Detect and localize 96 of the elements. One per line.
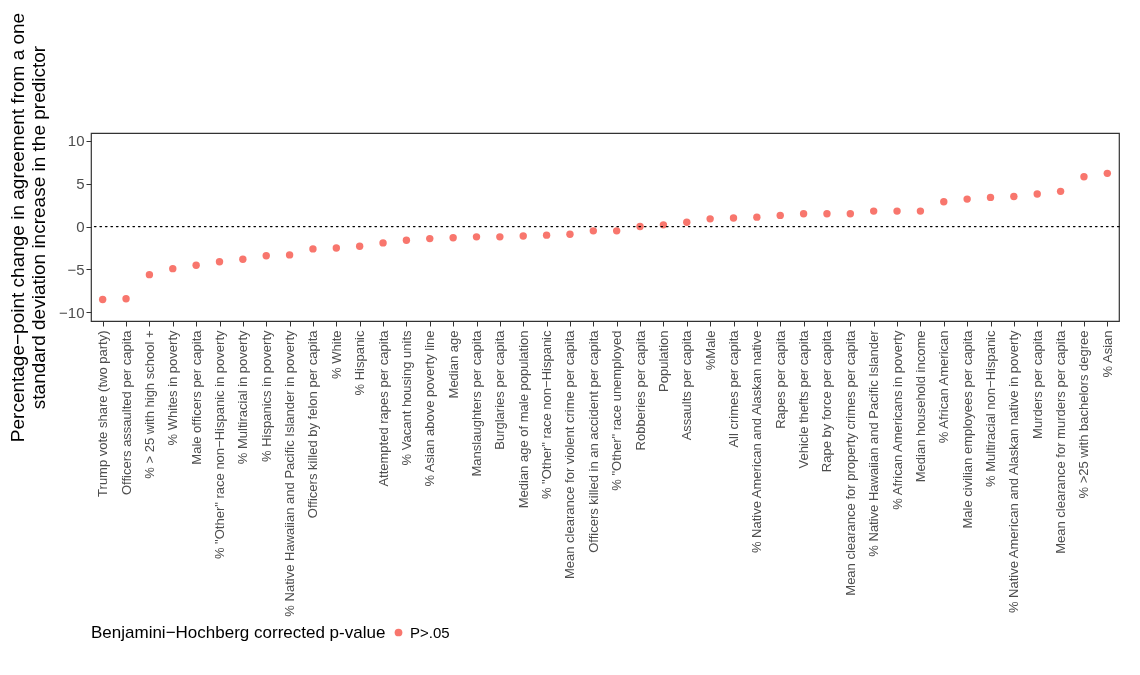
x-tick-label: Median age of male population — [515, 330, 531, 509]
point — [145, 270, 154, 279]
point — [309, 245, 317, 253]
x-tick-label: % Asian — [1099, 330, 1115, 378]
point — [589, 227, 598, 235]
point — [472, 233, 481, 241]
point — [1056, 187, 1065, 196]
x-tick-label: Burglaries per capita — [492, 329, 508, 450]
x-tick-label: % "Other" race non−Hispanic in poverty — [212, 330, 227, 560]
x-tick-label: % "Other" race unemployed — [609, 330, 625, 491]
point — [799, 209, 808, 218]
y-tick-label: −10 — [59, 303, 85, 321]
x-tick-label: Robberies per capita — [632, 329, 648, 451]
x-tick-label: Officers assaulted per capita — [118, 329, 134, 496]
x-tick-label: Manslaughters per capita — [469, 329, 484, 477]
x-tick-label: Trump vote share (two party) — [95, 330, 111, 497]
point — [893, 207, 901, 215]
x-tick-label: % African Americans in poverty — [889, 330, 905, 510]
x-tick-label: All crimes per capita — [726, 329, 741, 448]
point — [426, 234, 434, 243]
x-tick-label: % Hispanics in poverty — [258, 330, 274, 462]
x-tick-label: Rapes per capita — [772, 329, 788, 429]
point — [1033, 190, 1041, 198]
x-tick-label: % Native American and Alaskan native in poverty — [1006, 330, 1022, 614]
x-tick-label: % Whites in poverty — [165, 330, 181, 446]
point — [449, 234, 457, 242]
x-tick-label: % Hispanic — [352, 330, 368, 396]
y-axis-title: Percentage−point change in agreement from a one standard deviation increase in the predictor — [7, 12, 50, 443]
point — [636, 222, 644, 231]
point — [612, 227, 621, 235]
point — [1010, 192, 1018, 201]
point — [122, 294, 130, 303]
x-tick-label: % African American — [936, 330, 952, 444]
x-tick-label: Mean clearance for violent crime per capita — [562, 329, 578, 580]
point — [169, 264, 177, 273]
x-tick-label: Male officers per capita — [188, 329, 204, 465]
point — [496, 233, 504, 241]
x-tick-label: Officers killed in an accident per capita — [585, 329, 601, 553]
x-tick-label: Rape by force per capita — [819, 329, 835, 473]
x-tick-label: % Multiracial in poverty — [235, 330, 251, 465]
point — [659, 221, 668, 229]
point — [215, 258, 224, 266]
x-tick-label: % Multiracial non−Hispanic — [983, 330, 998, 487]
point — [846, 209, 855, 218]
point — [823, 209, 831, 218]
point — [519, 232, 527, 240]
y-tick-label: 10 — [67, 132, 85, 150]
legend-label: P>.05 — [410, 623, 450, 641]
y-tick-label: −5 — [67, 260, 85, 278]
point — [986, 193, 995, 202]
x-tick-label: % White — [328, 330, 344, 379]
point — [1103, 169, 1112, 178]
x-tick-label: Median age — [445, 330, 461, 399]
x-tick-label: Attempted rapes per capita — [375, 329, 391, 487]
x-tick-label: Murders per capita — [1029, 329, 1045, 439]
x-tick-label: % > 25 with high school + — [141, 330, 157, 479]
point — [753, 213, 761, 221]
point — [1080, 173, 1088, 181]
point — [916, 207, 925, 215]
point — [192, 261, 200, 269]
point — [379, 239, 387, 247]
point — [542, 231, 551, 239]
point — [285, 251, 294, 259]
x-tick-label: Population — [655, 330, 671, 392]
x-tick-label: Vehicle thefts per capita — [796, 329, 812, 469]
point — [776, 211, 784, 220]
x-tick-label: Mean clearance for murders per capita — [1053, 329, 1069, 554]
x-tick-label: % Vacant housing units — [398, 330, 414, 466]
y-tick-label: 0 — [76, 218, 85, 236]
point — [239, 255, 247, 263]
x-tick-label: %Male — [702, 330, 718, 371]
x-tick-label: Mean clearance for property crimes per capita — [842, 329, 858, 596]
x-tick-label: Male civilian employees per capita — [959, 329, 975, 529]
x-tick-label: Median household income — [912, 330, 928, 483]
point — [963, 195, 971, 203]
point — [566, 230, 574, 238]
x-tick-label: % Native American and Alaskan native — [749, 330, 765, 554]
point — [869, 207, 878, 215]
x-tick-label: % "Other" race non−Hispanic — [539, 330, 555, 500]
point — [262, 252, 270, 260]
x-tick-label: Assaults per capita — [679, 329, 695, 441]
x-tick-label: % Native Hawaiian and Pacific Islander in poverty — [282, 330, 298, 617]
x-tick-label: Officers killed by felon per capita — [305, 329, 321, 519]
point — [706, 215, 714, 223]
y-tick-label: 5 — [76, 175, 85, 193]
point — [332, 244, 341, 252]
point — [402, 236, 411, 245]
point — [729, 214, 738, 222]
legend-title: Benjamini−Hochberg corrected p-value — [91, 623, 386, 642]
x-tick-label: % >25 with bachelors degree — [1076, 330, 1092, 499]
point — [98, 295, 107, 304]
point — [940, 197, 948, 206]
x-tick-label: % Asian above poverty line — [422, 330, 438, 487]
point — [355, 242, 364, 251]
point — [683, 218, 691, 226]
x-tick-label: % Native Hawaiian and Pacific Islander — [866, 329, 882, 557]
